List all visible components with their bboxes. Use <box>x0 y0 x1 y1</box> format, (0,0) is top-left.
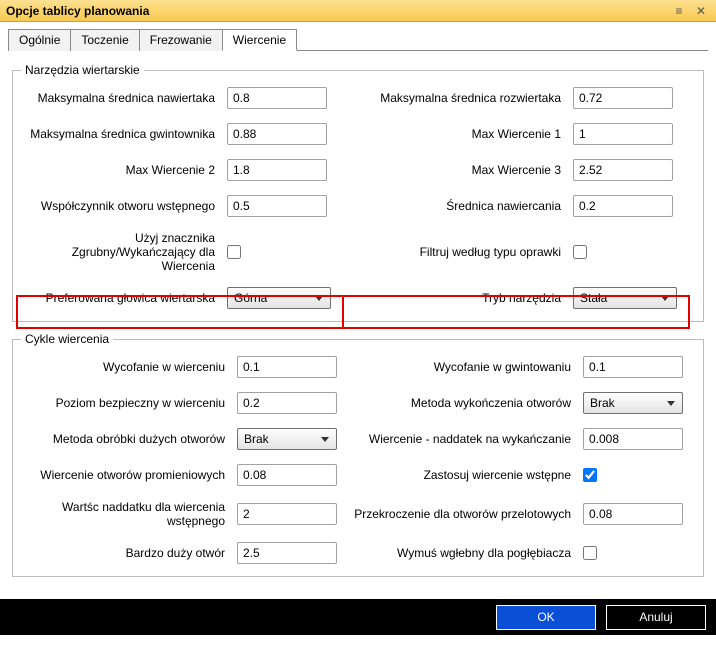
label-very-large: Bardzo duży otwór <box>21 546 227 560</box>
ok-button[interactable]: OK <box>496 605 596 630</box>
title-bar: Opcje tablicy planowania ≡ ✕ <box>0 0 716 22</box>
cancel-button[interactable]: Anuluj <box>606 605 706 630</box>
label-tool-mode: Tryb narzędzia <box>347 291 563 305</box>
label-finish-allow: Wiercenie - naddatek na wykańczanie <box>347 432 573 446</box>
dialog-footer: OK Anuluj <box>0 599 716 635</box>
tab-milling[interactable]: Frezowanie <box>139 29 223 51</box>
input-max-drill-3[interactable] <box>573 159 673 181</box>
group-drilling-cycles: Cykle wiercenia Wycofanie w wierceniu Wy… <box>12 332 704 577</box>
input-finish-allow[interactable] <box>583 428 683 450</box>
select-large-method[interactable]: Brak <box>237 428 337 450</box>
input-through-overrun[interactable] <box>583 503 683 525</box>
input-pilot-ratio[interactable] <box>227 195 327 217</box>
label-max-drill-1: Max Wiercenie 1 <box>347 127 563 141</box>
tab-drilling[interactable]: Wiercenie <box>222 29 297 51</box>
label-rough-finish-tag: Użyj znacznika Zgrubny/Wykańczający dla … <box>21 231 217 273</box>
input-max-reamer[interactable] <box>573 87 673 109</box>
input-max-center-drill[interactable] <box>227 87 327 109</box>
input-drill-retract[interactable] <box>237 356 337 378</box>
label-max-center-drill: Maksymalna średnica nawiertaka <box>21 91 217 105</box>
input-center-diam[interactable] <box>573 195 673 217</box>
input-radial-drill[interactable] <box>237 464 337 486</box>
label-pilot-ratio: Współczynnik otworu wstępnego <box>21 199 217 213</box>
legend-drilling-cycles: Cykle wiercenia <box>21 332 113 346</box>
checkbox-rough-finish-tag[interactable] <box>227 245 241 259</box>
tab-strip: Ogólnie Toczenie Frezowanie Wiercenie <box>8 28 708 51</box>
input-drill-clear[interactable] <box>237 392 337 414</box>
input-tap-retract[interactable] <box>583 356 683 378</box>
label-max-drill-3: Max Wiercenie 3 <box>347 163 563 177</box>
close-icon[interactable]: ✕ <box>692 4 710 18</box>
label-max-reamer: Maksymalna średnica rozwiertaka <box>347 91 563 105</box>
label-large-method: Metoda obróbki dużych otworów <box>21 432 227 446</box>
input-max-tap[interactable] <box>227 123 327 145</box>
checkbox-filter-holder[interactable] <box>573 245 587 259</box>
checkbox-force-depth[interactable] <box>583 546 597 560</box>
label-apply-predrill: Zastosuj wiercenie wstępne <box>347 468 573 482</box>
select-tool-mode[interactable]: Stała <box>573 287 677 309</box>
group-drilling-tools: Narzędzia wiertarskie Maksymalna średnic… <box>12 63 704 322</box>
window-title: Opcje tablicy planowania <box>6 4 666 18</box>
label-max-drill-2: Max Wiercenie 2 <box>21 163 217 177</box>
input-pilot-stock[interactable] <box>237 503 337 525</box>
input-very-large[interactable] <box>237 542 337 564</box>
label-drill-clear: Poziom bezpieczny w wierceniu <box>21 396 227 410</box>
select-finish-method[interactable]: Brak <box>583 392 683 414</box>
tab-turning[interactable]: Toczenie <box>70 29 139 51</box>
label-force-depth: Wymuś wgłebny dla pogłębiacza <box>347 546 573 560</box>
label-filter-holder: Filtruj według typu oprawki <box>347 245 563 259</box>
legend-drilling-tools: Narzędzia wiertarskie <box>21 63 144 77</box>
input-max-drill-2[interactable] <box>227 159 327 181</box>
label-max-tap: Maksymalna średnica gwintownika <box>21 127 217 141</box>
label-through-overrun: Przekroczenie dla otworów przelotowych <box>347 507 573 521</box>
label-pilot-stock: Wartśc naddatku dla wiercenia wstępnego <box>21 500 227 528</box>
checkbox-apply-predrill[interactable] <box>583 468 597 482</box>
tab-content: Narzędzia wiertarskie Maksymalna średnic… <box>0 51 716 599</box>
input-max-drill-1[interactable] <box>573 123 673 145</box>
label-tap-retract: Wycofanie w gwintowaniu <box>347 360 573 374</box>
tab-general[interactable]: Ogólnie <box>8 29 71 51</box>
label-center-diam: Średnica nawiercania <box>347 199 563 213</box>
drag-handle-icon[interactable]: ≡ <box>670 4 688 18</box>
select-pref-head[interactable]: Górna <box>227 287 331 309</box>
label-drill-retract: Wycofanie w wierceniu <box>21 360 227 374</box>
label-finish-method: Metoda wykończenia otworów <box>347 396 573 410</box>
label-pref-head: Preferowana głowica wiertarska <box>21 291 217 305</box>
label-radial-drill: Wiercenie otworów promieniowych <box>21 468 227 482</box>
